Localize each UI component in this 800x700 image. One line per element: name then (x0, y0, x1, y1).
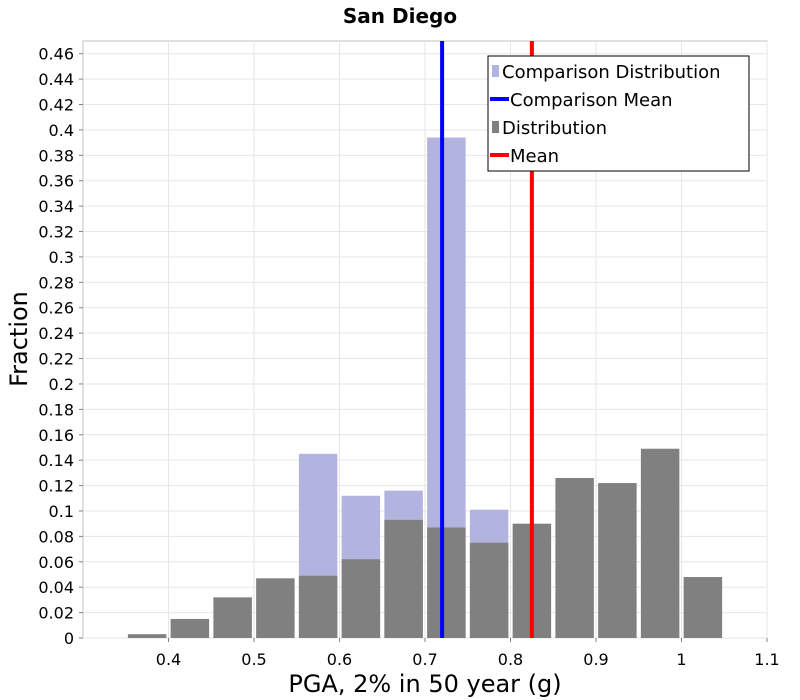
bar-distribution (427, 527, 466, 638)
x-tick-label: 0.8 (498, 650, 523, 669)
bar-distribution (683, 577, 723, 638)
y-tick-label: 0.02 (38, 604, 74, 623)
x-axis-ticks: 0.4 0.5 0.6 0.7 0.8 0.9 1 1.1 (156, 638, 780, 669)
bar-distribution (298, 575, 338, 638)
legend: Comparison Distribution Comparison Mean Di… (487, 55, 750, 172)
x-tick-label: 1.1 (754, 650, 779, 669)
bar-distribution (640, 448, 680, 638)
bar-distribution (555, 477, 594, 638)
legend-box (487, 55, 750, 172)
bar-distribution (469, 542, 509, 638)
legend-swatch-distribution (492, 121, 499, 133)
y-tick-label: 0.24 (38, 324, 74, 343)
x-tick-label: 0.9 (583, 650, 608, 669)
bar-distribution (256, 578, 295, 638)
y-tick-label: 0.44 (38, 70, 74, 89)
legend-label-distribution: Distribution (502, 118, 607, 139)
y-tick-label: 0.06 (38, 553, 74, 572)
x-tick-label: 0.5 (241, 650, 266, 669)
bar-distribution (598, 483, 637, 638)
y-tick-label: 0.14 (38, 451, 74, 470)
y-tick-label: 0.1 (49, 502, 74, 521)
y-tick-label: 0.4 (49, 121, 74, 140)
y-tick-label: 0.12 (38, 477, 74, 496)
y-tick-label: 0.28 (38, 273, 74, 292)
x-tick-label: 0.7 (412, 650, 437, 669)
y-tick-label: 0.32 (38, 223, 74, 242)
x-tick-label: 0.6 (327, 650, 352, 669)
y-tick-label: 0.18 (38, 400, 74, 419)
y-tick-label: 0.36 (38, 172, 74, 191)
y-tick-label: 0.38 (38, 146, 74, 165)
chart-title: San Diego (343, 4, 457, 28)
x-tick-label: 0.4 (156, 650, 181, 669)
y-tick-label: 0.26 (38, 299, 74, 318)
y-tick-label: 0 (64, 629, 74, 648)
bar-distribution (341, 559, 381, 638)
y-tick-label: 0.2 (49, 375, 74, 394)
y-tick-label: 0.42 (38, 96, 74, 115)
x-tick-label: 1 (676, 650, 686, 669)
legend-label-mean: Mean (510, 146, 559, 167)
bar-distribution (384, 519, 423, 638)
y-axis-ticks: 0 0.02 0.04 0.06 0.08 0.1 0.12 0.14 0.16 0.18 0.2 0… (38, 45, 83, 648)
y-tick-label: 0.04 (38, 578, 74, 597)
bar-distribution (127, 634, 167, 638)
bar-distribution (213, 597, 252, 638)
legend-swatch-comparison-distribution (492, 65, 499, 77)
bars (127, 137, 723, 638)
bar-distribution (170, 618, 210, 638)
y-tick-label: 0.3 (49, 248, 74, 267)
y-tick-label: 0.22 (38, 350, 74, 369)
x-axis-title: PGA, 2% in 50 year (g) (288, 670, 561, 698)
legend-label-comparison-distribution: Comparison Distribution (502, 62, 721, 83)
legend-label-comparison-mean: Comparison Mean (510, 90, 673, 111)
y-tick-label: 0.34 (38, 197, 74, 216)
y-axis-title: Fraction (5, 291, 33, 387)
y-tick-label: 0.08 (38, 527, 74, 546)
y-tick-label: 0.16 (38, 426, 74, 445)
y-tick-label: 0.46 (38, 45, 74, 64)
